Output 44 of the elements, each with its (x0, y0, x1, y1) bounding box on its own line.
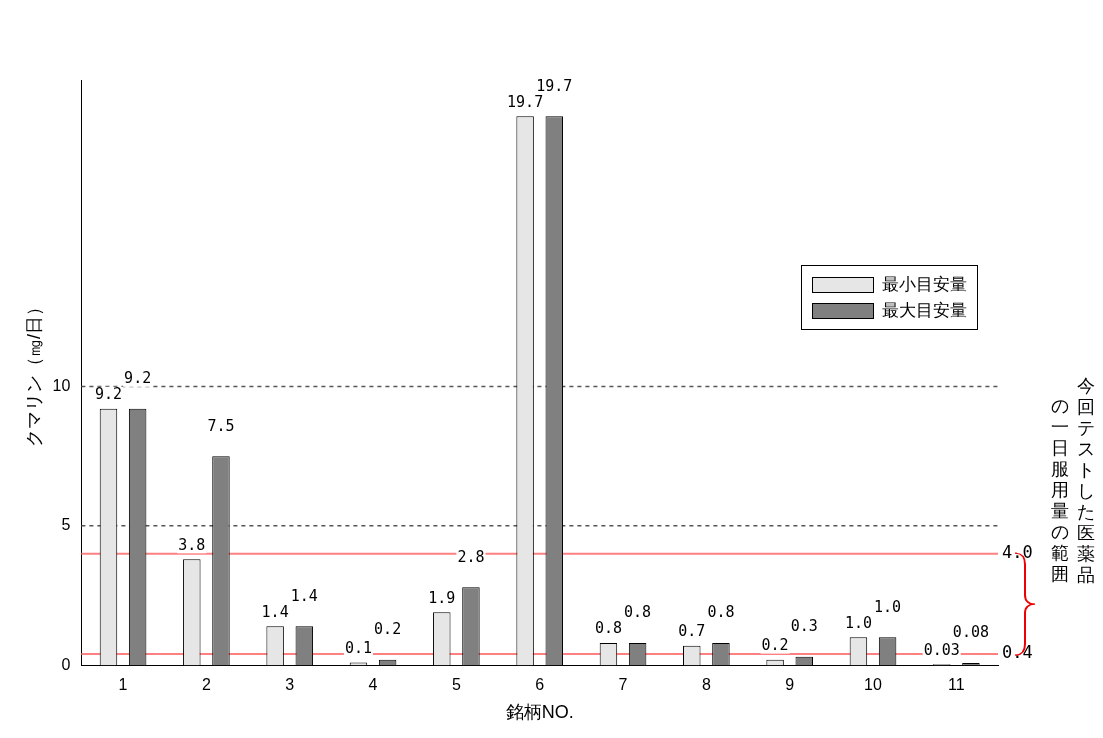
ref-line-label: 4.0 (1002, 542, 1033, 563)
data-label: 1.0 (874, 597, 902, 616)
data-label: 19.7 (536, 76, 573, 95)
x-tick-label: 6 (535, 676, 545, 694)
legend-label: 最大目安量 (882, 299, 967, 322)
data-label: 0.8 (624, 603, 652, 622)
data-label: 0.2 (761, 636, 789, 655)
data-label: 0.03 (923, 640, 960, 659)
x-tick-label: 4 (368, 676, 378, 694)
x-tick-label: 8 (701, 676, 711, 694)
data-label: 0.8 (594, 619, 622, 638)
data-label: 0.08 (952, 623, 989, 642)
x-tick-label: 3 (285, 676, 295, 694)
text: 今回テストした医薬品 (1077, 375, 1095, 585)
data-label: 1.4 (261, 602, 289, 621)
x-axis-title: 銘柄NO. (505, 702, 574, 723)
x-tick-label: 2 (201, 676, 211, 694)
data-label: 0.7 (678, 622, 706, 641)
x-tick-label: 1 (118, 676, 128, 694)
data-label: 0.1 (344, 638, 373, 657)
x-tick-label: 9 (785, 676, 795, 694)
data-label: 0.8 (707, 603, 735, 622)
ref-line-label: 0.4 (1002, 642, 1033, 663)
legend-label: 最小目安量 (882, 273, 967, 296)
y-tick-label: 10 (52, 376, 71, 394)
y-tick-label: 5 (61, 516, 71, 534)
data-label: 0.2 (374, 620, 402, 639)
y-tick-label: 0 (61, 655, 71, 673)
x-tick-label: 11 (948, 676, 965, 694)
text: の一日服用量の範囲 (1051, 395, 1069, 584)
data-label: 1.4 (290, 586, 318, 605)
data-label: 3.8 (178, 535, 206, 554)
data-label: 9.2 (124, 369, 152, 388)
data-label: 1.0 (844, 613, 872, 632)
y-axis-title: クマリン（㎎/日） (23, 298, 44, 448)
data-label: 0.3 (790, 617, 818, 636)
x-tick-label: 7 (618, 676, 628, 694)
x-tick-label: 5 (451, 676, 461, 694)
data-label: 9.2 (94, 385, 123, 404)
data-label: 7.5 (207, 416, 235, 435)
data-label: 19.7 (507, 92, 544, 111)
x-tick-label: 10 (864, 676, 883, 694)
data-label: 1.9 (428, 588, 456, 607)
data-label: 2.8 (457, 547, 485, 566)
